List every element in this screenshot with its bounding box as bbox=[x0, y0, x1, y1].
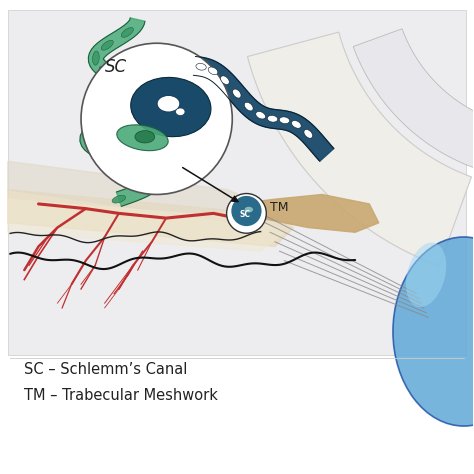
Ellipse shape bbox=[208, 67, 218, 75]
Text: SC – Schlemm’s Canal: SC – Schlemm’s Canal bbox=[24, 362, 188, 377]
Text: SC: SC bbox=[105, 57, 127, 75]
Polygon shape bbox=[353, 29, 474, 173]
Ellipse shape bbox=[233, 89, 241, 98]
Ellipse shape bbox=[84, 129, 94, 141]
Ellipse shape bbox=[117, 125, 168, 151]
Ellipse shape bbox=[131, 77, 211, 137]
Ellipse shape bbox=[220, 76, 229, 84]
Ellipse shape bbox=[100, 66, 112, 75]
Ellipse shape bbox=[92, 51, 99, 65]
Ellipse shape bbox=[145, 168, 156, 179]
Ellipse shape bbox=[88, 143, 100, 153]
Circle shape bbox=[231, 196, 262, 226]
Ellipse shape bbox=[112, 195, 126, 203]
Text: TM: TM bbox=[270, 201, 289, 214]
Circle shape bbox=[81, 43, 232, 194]
Polygon shape bbox=[237, 194, 379, 232]
Ellipse shape bbox=[157, 95, 180, 112]
Ellipse shape bbox=[121, 27, 134, 37]
Ellipse shape bbox=[101, 40, 113, 50]
Ellipse shape bbox=[142, 90, 149, 103]
Ellipse shape bbox=[117, 157, 130, 165]
Bar bbox=[8, 10, 466, 355]
Ellipse shape bbox=[256, 111, 265, 119]
Ellipse shape bbox=[104, 118, 117, 127]
Ellipse shape bbox=[175, 108, 185, 116]
Ellipse shape bbox=[292, 120, 301, 128]
Ellipse shape bbox=[196, 64, 206, 70]
Ellipse shape bbox=[304, 129, 313, 138]
Polygon shape bbox=[80, 18, 162, 206]
Ellipse shape bbox=[267, 115, 278, 122]
Ellipse shape bbox=[123, 79, 136, 88]
Ellipse shape bbox=[143, 182, 156, 191]
Ellipse shape bbox=[244, 102, 253, 111]
Ellipse shape bbox=[406, 243, 446, 307]
Polygon shape bbox=[8, 199, 284, 251]
Ellipse shape bbox=[131, 105, 144, 114]
Polygon shape bbox=[247, 32, 472, 266]
Ellipse shape bbox=[393, 237, 474, 426]
Text: TM – Trabecular Meshwork: TM – Trabecular Meshwork bbox=[24, 388, 218, 403]
Ellipse shape bbox=[135, 131, 155, 143]
Polygon shape bbox=[193, 56, 334, 161]
Circle shape bbox=[227, 193, 266, 233]
Polygon shape bbox=[8, 190, 294, 246]
Ellipse shape bbox=[279, 117, 290, 124]
Text: SC: SC bbox=[239, 210, 250, 219]
Ellipse shape bbox=[245, 207, 253, 212]
Polygon shape bbox=[8, 161, 261, 223]
